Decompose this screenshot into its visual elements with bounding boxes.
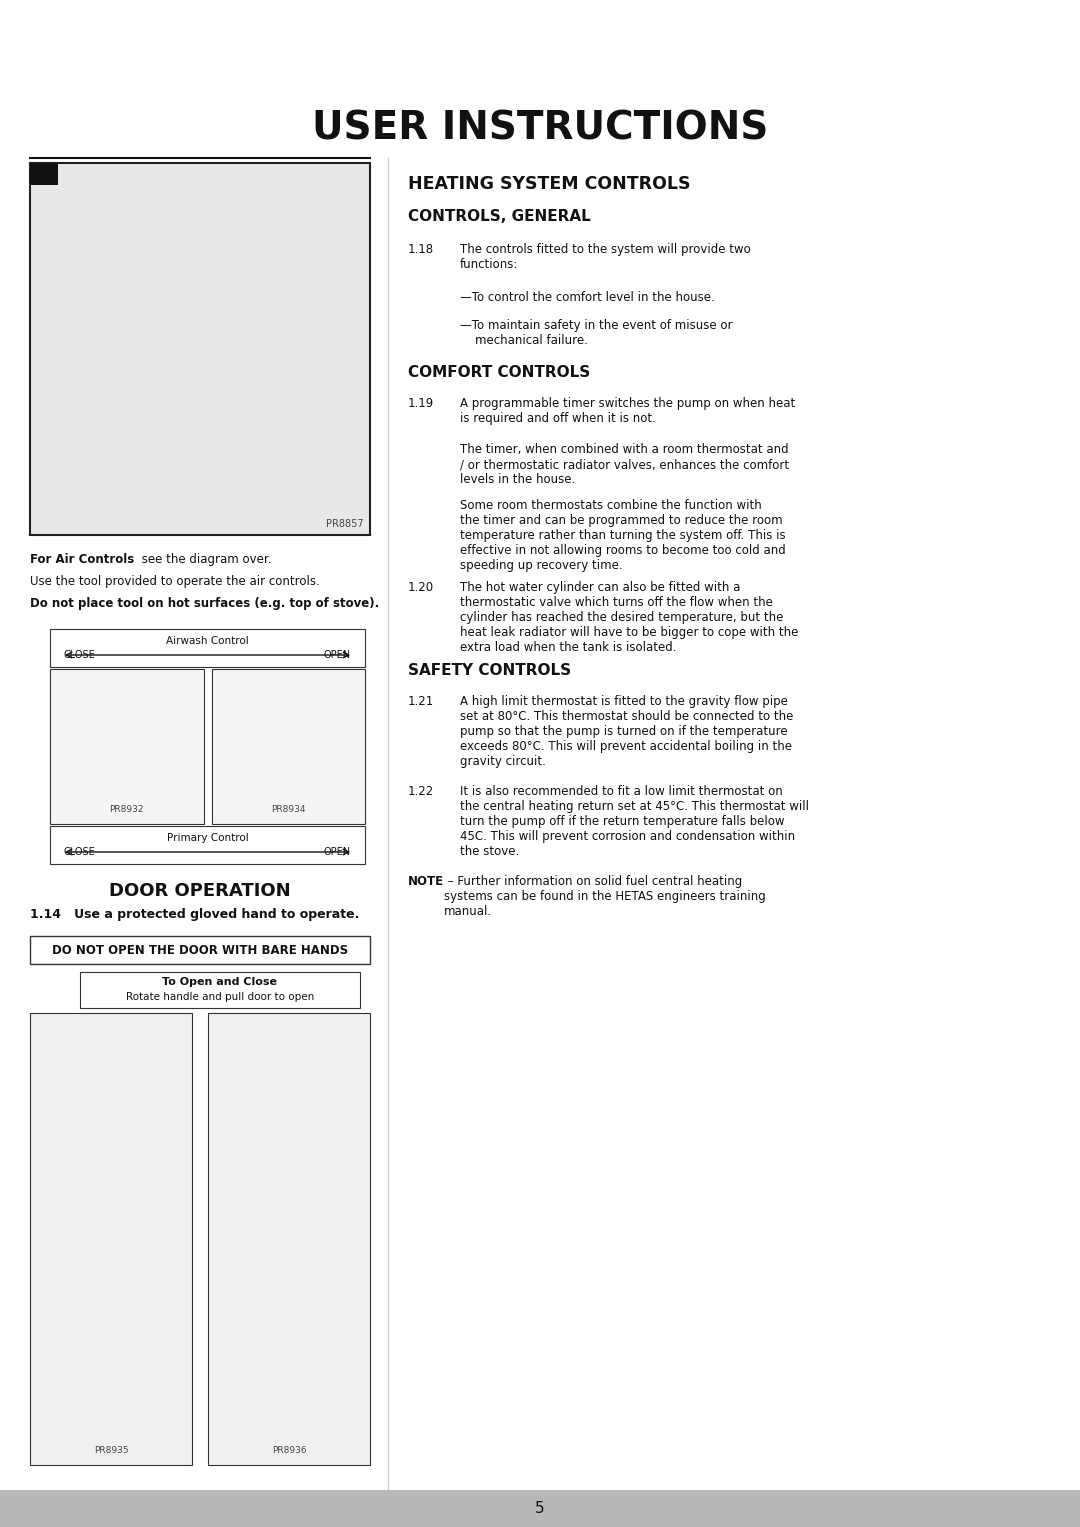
Bar xyxy=(30,936,370,964)
Bar xyxy=(212,669,365,825)
Text: PR8857: PR8857 xyxy=(326,519,364,528)
Text: see the diagram over.: see the diagram over. xyxy=(138,553,271,567)
Text: USER INSTRUCTIONS: USER INSTRUCTIONS xyxy=(312,110,768,148)
Text: A high limit thermostat is fitted to the gravity flow pipe
set at 80°C. This the: A high limit thermostat is fitted to the… xyxy=(460,695,794,768)
Bar xyxy=(50,826,365,864)
Text: PR8934: PR8934 xyxy=(271,805,306,814)
Text: A programmable timer switches the pump on when heat
is required and off when it : A programmable timer switches the pump o… xyxy=(460,397,795,425)
Text: DOOR OPERATION: DOOR OPERATION xyxy=(109,883,291,899)
Text: —To control the comfort level in the house.: —To control the comfort level in the hou… xyxy=(460,292,715,304)
Text: The controls fitted to the system will provide two
functions:: The controls fitted to the system will p… xyxy=(460,243,751,270)
Text: CLOSE: CLOSE xyxy=(64,651,96,660)
Text: The timer, when combined with a room thermostat and
/ or thermostatic radiator v: The timer, when combined with a room the… xyxy=(460,443,789,486)
Text: Use the tool provided to operate the air controls.: Use the tool provided to operate the air… xyxy=(30,576,320,588)
Text: It is also recommended to fit a low limit thermostat on
the central heating retu: It is also recommended to fit a low limi… xyxy=(460,785,809,858)
Text: PR8936: PR8936 xyxy=(272,1446,307,1455)
Text: DO NOT OPEN THE DOOR WITH BARE HANDS: DO NOT OPEN THE DOOR WITH BARE HANDS xyxy=(52,944,348,956)
Text: Some room thermostats combine the function with
the timer and can be programmed : Some room thermostats combine the functi… xyxy=(460,499,786,573)
Text: 1.20: 1.20 xyxy=(408,580,434,594)
Bar xyxy=(0,1490,1080,1527)
Text: 2: 2 xyxy=(40,168,49,180)
Text: 5: 5 xyxy=(536,1501,544,1516)
Bar xyxy=(50,629,365,667)
Text: Do not place tool on hot surfaces (e.g. top of stove).: Do not place tool on hot surfaces (e.g. … xyxy=(30,597,379,609)
Text: Rotate handle and pull door to open: Rotate handle and pull door to open xyxy=(126,993,314,1002)
Text: —To maintain safety in the event of misuse or
    mechanical failure.: —To maintain safety in the event of misu… xyxy=(460,319,732,347)
Text: SAFETY CONTROLS: SAFETY CONTROLS xyxy=(408,663,571,678)
Bar xyxy=(80,973,360,1008)
Text: PR8932: PR8932 xyxy=(109,805,144,814)
Text: 1.18: 1.18 xyxy=(408,243,434,257)
Text: 1.22: 1.22 xyxy=(408,785,434,799)
Bar xyxy=(208,1012,370,1464)
Text: Primary Control: Primary Control xyxy=(166,834,248,843)
Text: OPEN: OPEN xyxy=(324,651,351,660)
Bar xyxy=(50,669,203,825)
Text: 1.19: 1.19 xyxy=(408,397,434,411)
Text: OPEN: OPEN xyxy=(324,847,351,857)
Bar xyxy=(30,163,58,185)
Bar xyxy=(30,1012,192,1464)
Text: To Open and Close: To Open and Close xyxy=(162,977,278,986)
Text: 1.14   Use a protected gloved hand to operate.: 1.14 Use a protected gloved hand to oper… xyxy=(30,909,360,921)
Text: CLOSE: CLOSE xyxy=(64,847,96,857)
Text: CONTROLS, GENERAL: CONTROLS, GENERAL xyxy=(408,209,591,224)
Text: – Further information on solid fuel central heating
systems can be found in the : – Further information on solid fuel cent… xyxy=(444,875,766,918)
Text: 1.21: 1.21 xyxy=(408,695,434,709)
Text: PR8935: PR8935 xyxy=(94,1446,129,1455)
Text: COMFORT CONTROLS: COMFORT CONTROLS xyxy=(408,365,591,380)
Text: Airwash Control: Airwash Control xyxy=(166,637,248,646)
Text: NOTE: NOTE xyxy=(408,875,444,889)
Text: For Air Controls: For Air Controls xyxy=(30,553,134,567)
Text: HEATING SYSTEM CONTROLS: HEATING SYSTEM CONTROLS xyxy=(408,176,690,192)
Bar xyxy=(30,163,370,534)
Text: The hot water cylinder can also be fitted with a
thermostatic valve which turns : The hot water cylinder can also be fitte… xyxy=(460,580,798,654)
